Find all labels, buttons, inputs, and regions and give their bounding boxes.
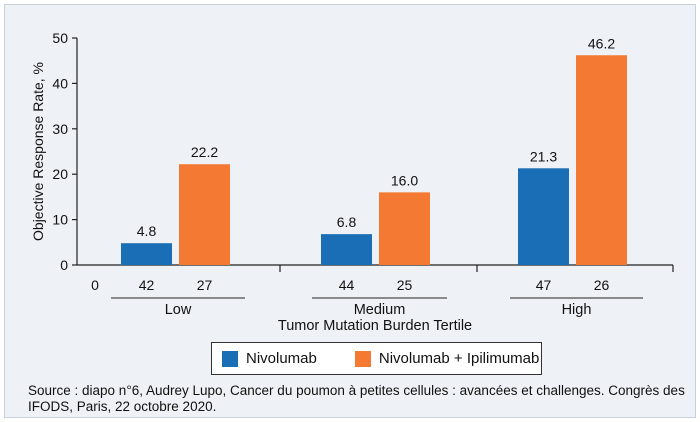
n-label: 44 <box>339 277 355 293</box>
n-label: 27 <box>197 277 213 293</box>
category-label-medium: Medium <box>354 302 406 318</box>
data-label: 4.8 <box>137 223 157 239</box>
legend-label-nivolumab: Nivolumab <box>246 350 317 367</box>
data-label: 22.2 <box>191 144 218 160</box>
legend: Nivolumab Nivolumab + Ipilimumab <box>211 342 542 375</box>
n-label: 47 <box>536 277 552 293</box>
bar-low-combination <box>179 164 230 265</box>
data-label: 6.8 <box>337 214 357 230</box>
category-label-high: High <box>562 302 592 318</box>
x-zero-label: 0 <box>91 277 99 293</box>
legend-item-nivolumab: Nivolumab <box>212 350 317 367</box>
bar-low-nivolumab <box>121 243 172 265</box>
bar-chart: 0 10 20 30 40 50 Objective Response Rate, % 0 4.… <box>30 30 674 334</box>
data-label: 21.3 <box>530 148 557 164</box>
source-note: Source : diapo n°6, Audrey Lupo, Cancer … <box>28 383 685 414</box>
bar-high-combination <box>576 55 627 265</box>
y-tick-label: 0 <box>60 257 68 273</box>
bar-medium-nivolumab <box>321 234 372 265</box>
legend-label-combination: Nivolumab + Ipilimumab <box>378 350 540 367</box>
y-tick-label: 20 <box>52 166 68 182</box>
y-tick-label: 40 <box>52 75 68 91</box>
n-label: 26 <box>594 277 610 293</box>
n-label: 25 <box>397 277 413 293</box>
data-label: 46.2 <box>588 35 615 51</box>
x-axis-title: Tumor Mutation Burden Tertile <box>278 318 472 334</box>
legend-swatch-combination <box>354 350 371 367</box>
bar-medium-combination <box>379 192 430 265</box>
bar-high-nivolumab <box>518 168 569 265</box>
y-tick-label: 10 <box>52 212 68 228</box>
data-label: 16.0 <box>391 172 418 188</box>
legend-swatch-nivolumab <box>222 350 238 367</box>
y-axis-title: Objective Response Rate, % <box>30 62 46 241</box>
n-label: 42 <box>139 277 155 293</box>
category-label-low: Low <box>165 302 192 318</box>
legend-item-combination: Nivolumab + Ipilimumab <box>345 350 539 367</box>
y-tick-label: 50 <box>52 30 68 46</box>
y-tick-label: 30 <box>52 121 68 137</box>
figure-panel: 0 10 20 30 40 50 Objective Response Rate, % 0 4.… <box>4 4 696 418</box>
